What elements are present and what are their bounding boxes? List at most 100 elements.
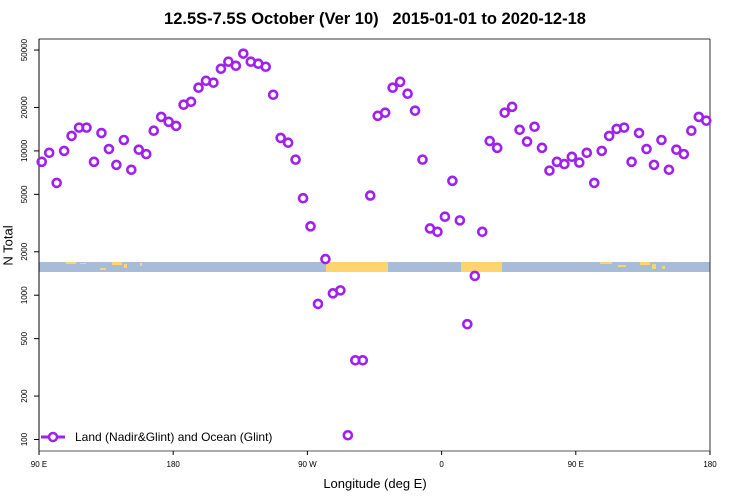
data-point — [290, 154, 301, 165]
data-point — [126, 164, 137, 176]
data-point — [357, 354, 369, 366]
data-point — [439, 211, 451, 222]
x-tick-label: 90 E — [31, 460, 47, 469]
data-point — [58, 145, 70, 157]
y-tick-label: 2000 — [20, 242, 29, 260]
data-point — [215, 63, 227, 75]
data-point — [663, 164, 675, 176]
data-point — [238, 48, 249, 59]
island-patch — [600, 262, 612, 264]
x-tick-label: 90 W — [298, 460, 317, 469]
data-point — [297, 192, 309, 204]
land-patch — [461, 262, 502, 272]
land-patch — [326, 262, 388, 272]
island-patch — [66, 262, 76, 264]
data-point — [447, 175, 458, 187]
data-point — [499, 107, 510, 118]
y-tick-label: 100 — [20, 432, 29, 446]
data-point — [111, 159, 122, 171]
data-point — [581, 147, 593, 159]
data-point — [574, 157, 585, 168]
data-point — [335, 285, 346, 296]
island-patch — [112, 262, 122, 265]
data-point — [267, 89, 279, 101]
x-tick-label: 90 E — [568, 460, 584, 469]
data-point — [81, 122, 92, 133]
data-point — [626, 156, 637, 168]
data-point — [43, 147, 55, 159]
data-point — [394, 76, 406, 88]
data-point — [409, 105, 421, 116]
data-point — [700, 115, 712, 126]
y-tick-label: 50000 — [20, 38, 29, 61]
data-point — [230, 60, 242, 72]
y-ticks: 100 200 500 1000 2000 5000 10000 20000 50000 — [20, 38, 39, 446]
data-point — [671, 144, 682, 155]
data-point — [51, 177, 62, 189]
island-patch — [618, 265, 626, 267]
data-point — [686, 125, 697, 137]
island-patch — [124, 264, 127, 268]
data-point — [544, 165, 555, 176]
data-point — [155, 111, 167, 123]
y-tick-label: 10000 — [20, 139, 29, 162]
data-point — [641, 143, 652, 155]
data-point — [618, 122, 630, 133]
data-point — [656, 134, 667, 146]
data-point — [364, 190, 376, 201]
data-point — [521, 136, 533, 147]
data-point — [402, 88, 413, 100]
data-point — [96, 127, 107, 139]
data-point — [476, 226, 488, 238]
data-point — [678, 148, 690, 160]
data-point — [462, 318, 473, 330]
data-point — [469, 270, 481, 282]
data-point — [223, 56, 234, 68]
data-point — [320, 253, 331, 265]
chart-title: 12.5S-7.5S October (Ver 10) 2015-01-01 t… — [164, 10, 586, 28]
x-tick-label: 180 — [167, 460, 181, 469]
data-point — [603, 130, 615, 142]
data-point — [506, 101, 518, 113]
data-point — [163, 116, 174, 128]
data-point — [193, 82, 204, 94]
data-point — [491, 142, 503, 154]
data-point — [312, 298, 324, 310]
data-point — [514, 124, 525, 136]
data-point — [648, 159, 660, 171]
island-patch — [140, 263, 142, 266]
data-point — [208, 77, 219, 88]
x-tick-label: 180 — [703, 460, 717, 469]
data-point — [103, 143, 115, 155]
data-point — [529, 121, 540, 133]
data-point — [36, 156, 48, 168]
data-point — [282, 137, 294, 148]
island-patch — [80, 263, 86, 264]
data-point — [185, 96, 197, 108]
island-patch — [652, 264, 656, 269]
data-point — [387, 82, 398, 94]
data-point — [596, 145, 608, 157]
data-point — [342, 429, 354, 441]
data-points — [36, 48, 712, 441]
y-tick-label: 500 — [20, 331, 29, 345]
legend: Land (Nadir&Glint) and Ocean (Glint) — [41, 430, 272, 444]
data-point — [566, 151, 578, 163]
data-point — [432, 226, 443, 238]
y-tick-label: 200 — [20, 389, 29, 403]
x-tick-label: 0 — [439, 460, 444, 469]
data-point — [379, 107, 391, 118]
data-point — [133, 144, 145, 155]
data-point — [484, 135, 496, 147]
data-point — [260, 61, 272, 73]
data-point — [633, 127, 645, 139]
x-ticks: 90 E 180 90 W 0 90 E 180 — [31, 451, 717, 469]
data-point — [140, 148, 152, 160]
data-point — [88, 156, 100, 168]
island-patch — [100, 268, 106, 270]
data-point — [118, 134, 130, 146]
data-point — [148, 125, 160, 137]
legend-label: Land (Nadir&Glint) and Ocean (Glint) — [75, 430, 272, 444]
y-tick-label: 20000 — [20, 96, 29, 119]
